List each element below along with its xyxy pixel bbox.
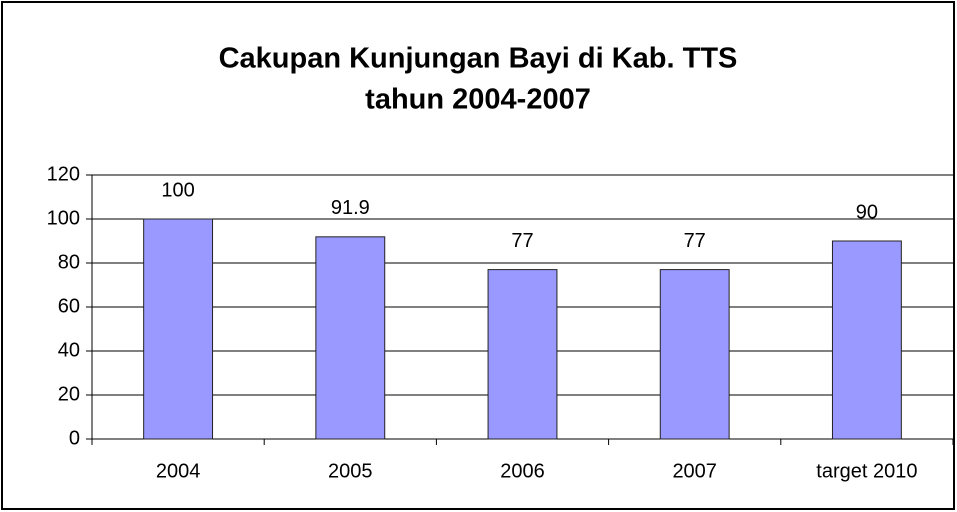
data-label: 90 <box>856 201 878 223</box>
x-tick-label: 2007 <box>672 460 717 482</box>
data-label: 77 <box>684 230 706 252</box>
bar <box>487 269 558 440</box>
y-tick-label: 60 <box>58 295 80 317</box>
bar <box>315 236 386 440</box>
chart-title: Cakupan Kunjungan Bayi di Kab. TTS <box>219 43 738 75</box>
y-tick-label: 120 <box>47 163 80 185</box>
x-tick-label: 2006 <box>500 460 545 482</box>
data-label: 77 <box>511 230 533 252</box>
y-tick-label: 20 <box>58 383 80 405</box>
bar <box>143 218 214 440</box>
data-label: 91.9 <box>331 197 370 219</box>
y-tick-label: 0 <box>69 427 80 449</box>
y-tick-label: 80 <box>58 251 80 273</box>
chart-title: tahun 2004-2007 <box>365 84 591 116</box>
data-label: 100 <box>161 179 194 201</box>
bar <box>659 269 730 440</box>
y-tick-label: 100 <box>47 207 80 229</box>
bar <box>831 240 902 440</box>
y-tick-label: 40 <box>58 339 80 361</box>
x-tick-label: target 2010 <box>816 460 917 482</box>
x-tick-label: 2004 <box>156 460 201 482</box>
x-tick-label: 2005 <box>328 460 373 482</box>
